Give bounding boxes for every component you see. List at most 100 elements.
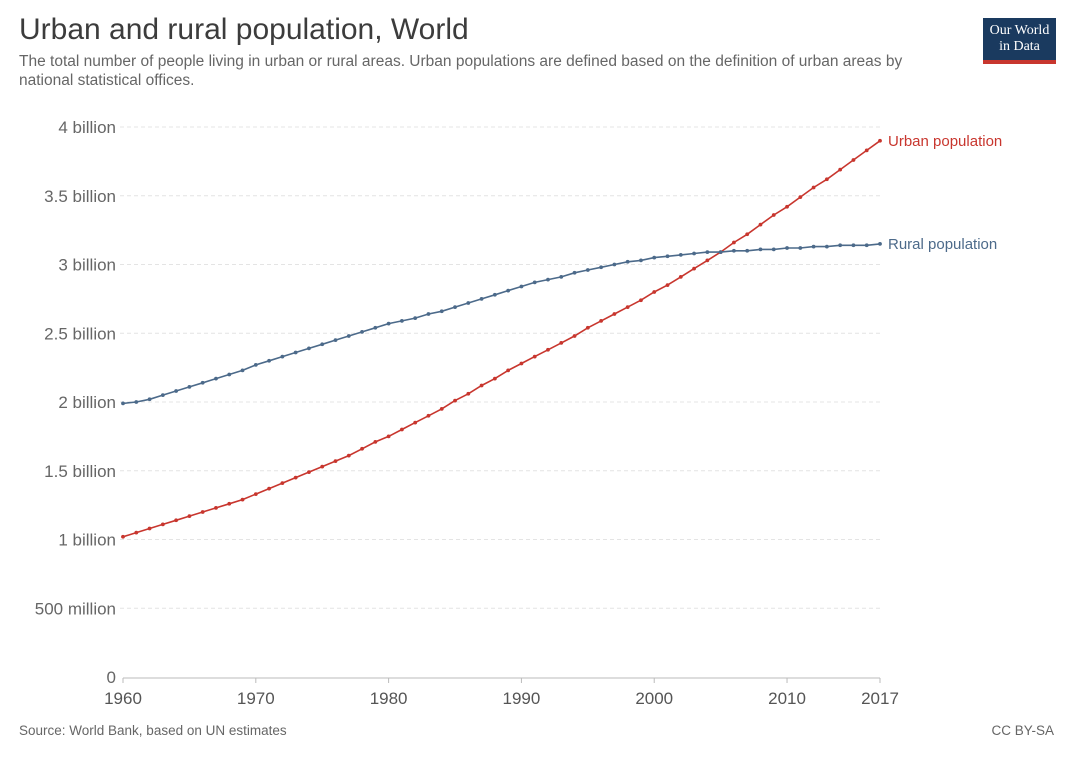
rural-population-point[interactable] — [732, 248, 736, 253]
urban-population-point[interactable] — [771, 213, 776, 217]
rural-population-point[interactable] — [599, 265, 604, 270]
rural-population-point[interactable] — [360, 329, 364, 334]
urban-population-point[interactable] — [307, 470, 311, 475]
urban-population-point[interactable] — [253, 492, 258, 497]
urban-population-point[interactable] — [121, 534, 125, 539]
urban-population-point[interactable] — [532, 354, 537, 359]
urban-population-point[interactable] — [214, 505, 218, 510]
rural-population-point[interactable] — [585, 268, 590, 272]
rural-population-point[interactable] — [824, 244, 829, 249]
urban-population-point[interactable] — [559, 340, 564, 345]
rural-population-point[interactable] — [386, 321, 391, 326]
urban-population-point[interactable] — [599, 318, 604, 323]
urban-population-point[interactable] — [838, 167, 843, 172]
rural-population-point[interactable] — [227, 372, 232, 377]
urban-population-point[interactable] — [492, 376, 497, 381]
rural-population-point[interactable] — [280, 354, 285, 359]
rural-population-point[interactable] — [665, 254, 670, 259]
rural-population-point[interactable] — [758, 247, 763, 252]
rural-population-point[interactable] — [678, 252, 683, 257]
urban-population-point[interactable] — [346, 453, 351, 458]
urban-population-point[interactable] — [426, 413, 431, 418]
license-link[interactable]: CC BY-SA — [991, 723, 1054, 738]
urban-population-point[interactable] — [134, 530, 139, 535]
rural-population-point[interactable] — [532, 280, 537, 285]
urban-population-point[interactable] — [360, 446, 364, 451]
rural-population-point[interactable] — [174, 389, 179, 393]
rural-population-point[interactable] — [785, 246, 789, 250]
urban-population-point[interactable] — [665, 283, 670, 288]
rural-population-point[interactable] — [307, 346, 311, 351]
rural-population-point[interactable] — [253, 362, 258, 367]
urban-population-point[interactable] — [652, 290, 657, 294]
rural-population-point[interactable] — [878, 241, 882, 246]
urban-population-point[interactable] — [745, 232, 750, 237]
urban-population-point[interactable] — [546, 347, 550, 352]
urban-population-point[interactable] — [878, 138, 882, 143]
rural-population-point[interactable] — [466, 301, 471, 305]
rural-population-point[interactable] — [559, 274, 564, 279]
urban-population-point[interactable] — [399, 427, 404, 432]
urban-population-point[interactable] — [612, 312, 617, 316]
urban-population-point[interactable] — [293, 475, 298, 480]
urban-population-point[interactable] — [160, 522, 165, 527]
urban-population-point[interactable] — [692, 266, 696, 271]
rural-population-point[interactable] — [864, 243, 869, 248]
urban-population-point[interactable] — [466, 391, 471, 396]
rural-population-point[interactable] — [240, 368, 245, 373]
urban-population-point[interactable] — [585, 325, 590, 330]
urban-population-point[interactable] — [453, 398, 457, 403]
urban-population-point[interactable] — [439, 406, 444, 411]
rural-population-point[interactable] — [851, 243, 856, 248]
urban-population-point[interactable] — [785, 204, 789, 209]
rural-population-point[interactable] — [187, 384, 192, 389]
urban-population-point[interactable] — [811, 185, 816, 190]
rural-population-point[interactable] — [718, 250, 723, 255]
rural-population-point[interactable] — [200, 380, 205, 385]
rural-population-point[interactable] — [453, 305, 457, 310]
rural-population-point[interactable] — [439, 309, 444, 314]
rural-population-point[interactable] — [413, 316, 418, 321]
urban-population-point[interactable] — [320, 464, 325, 469]
urban-population-point[interactable] — [240, 497, 245, 502]
urban-population-point[interactable] — [333, 459, 338, 464]
rural-population-point[interactable] — [506, 288, 511, 293]
rural-population-point[interactable] — [373, 325, 378, 330]
rural-population-point[interactable] — [160, 393, 165, 398]
urban-population-point[interactable] — [386, 434, 391, 439]
rural-population-point[interactable] — [771, 247, 776, 252]
urban-population-point[interactable] — [824, 177, 829, 182]
rural-population-point[interactable] — [652, 255, 657, 260]
rural-population-point[interactable] — [399, 318, 404, 323]
rural-population-point[interactable] — [147, 397, 152, 402]
urban-population-point[interactable] — [572, 334, 577, 338]
rural-population-point[interactable] — [333, 338, 338, 343]
rural-population-point[interactable] — [692, 251, 696, 256]
rural-population-point[interactable] — [639, 258, 643, 263]
urban-population-point[interactable] — [413, 420, 418, 425]
rural-population-point[interactable] — [346, 334, 351, 338]
rural-population-point[interactable] — [479, 296, 484, 301]
urban-population-point[interactable] — [200, 510, 205, 514]
rural-population-point[interactable] — [705, 250, 710, 255]
urban-population-point[interactable] — [639, 298, 643, 303]
urban-population-point[interactable] — [280, 481, 285, 486]
rural-population-point[interactable] — [134, 400, 139, 404]
urban-population-point[interactable] — [758, 222, 763, 227]
rural-population-point[interactable] — [121, 401, 125, 406]
rural-population-point[interactable] — [745, 248, 750, 253]
rural-population-point[interactable] — [572, 270, 577, 275]
urban-population-point[interactable] — [147, 526, 152, 531]
urban-population-point[interactable] — [227, 501, 232, 506]
urban-population-point[interactable] — [267, 486, 271, 491]
urban-population-point[interactable] — [625, 305, 630, 310]
urban-population-point[interactable] — [187, 514, 192, 519]
rural-population-point[interactable] — [519, 284, 524, 289]
urban-population-point[interactable] — [373, 439, 378, 444]
rural-population-point[interactable] — [320, 342, 325, 347]
rural-population-point[interactable] — [546, 277, 550, 282]
rural-population-point[interactable] — [426, 312, 431, 316]
rural-population-point[interactable] — [492, 292, 497, 297]
urban-population-point[interactable] — [732, 240, 736, 245]
urban-population-point[interactable] — [678, 274, 683, 279]
